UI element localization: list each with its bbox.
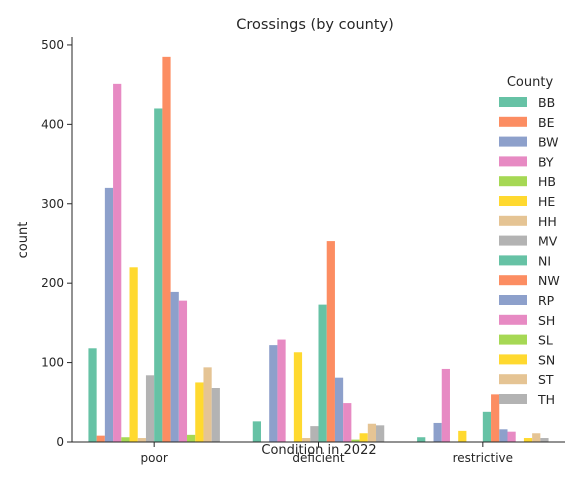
legend-swatch-NI bbox=[499, 255, 527, 266]
legend-label-SL: SL bbox=[538, 333, 553, 348]
bar-BY-poor bbox=[113, 83, 122, 442]
bar-ST-restrictive bbox=[532, 433, 541, 442]
legend-swatch-RP bbox=[499, 295, 527, 305]
y-tick-label: 100 bbox=[41, 356, 64, 370]
legend-label-HE: HE bbox=[538, 194, 555, 209]
y-tick-label: 300 bbox=[41, 197, 64, 211]
legend-swatch-BE bbox=[499, 116, 527, 127]
legend-label-ST: ST bbox=[538, 372, 554, 387]
bar-ST-deficient bbox=[367, 423, 377, 442]
y-tick-label: 0 bbox=[56, 435, 64, 449]
bar-HE-deficient bbox=[293, 352, 303, 442]
legend-swatch-BY bbox=[499, 156, 527, 167]
legend-swatch-BW bbox=[499, 136, 527, 147]
legend-swatch-HH bbox=[499, 215, 527, 226]
legend-label-SN: SN bbox=[538, 352, 555, 367]
bar-NW-deficient bbox=[326, 241, 335, 442]
bar-SN-deficient bbox=[359, 433, 368, 442]
legend-label-BY: BY bbox=[538, 154, 554, 169]
bar-RP-poor bbox=[170, 291, 179, 442]
bar-TH-poor bbox=[211, 388, 220, 442]
bar-NW-restrictive bbox=[491, 394, 500, 442]
legend-swatch-NW bbox=[499, 275, 527, 286]
bars bbox=[88, 56, 549, 442]
bar-TH-restrictive bbox=[540, 438, 549, 442]
legend-swatch-HE bbox=[499, 196, 527, 206]
bar-ST-poor bbox=[203, 367, 212, 442]
bar-TH-deficient bbox=[376, 425, 385, 442]
legend-swatch-TH bbox=[499, 394, 527, 404]
bar-HE-restrictive bbox=[458, 430, 467, 442]
y-axis-label: count bbox=[16, 222, 31, 259]
x-axis-ticks: poor deficient restrictive bbox=[141, 442, 513, 465]
chart-title: Crossings (by county) bbox=[236, 17, 394, 33]
legend-label-BB: BB bbox=[538, 95, 555, 110]
bar-BB-deficient bbox=[252, 421, 261, 442]
bar-BB-restrictive bbox=[417, 437, 426, 442]
bar-RP-deficient bbox=[334, 377, 344, 442]
legend-label-NW: NW bbox=[538, 273, 560, 288]
bar-BB-poor bbox=[88, 348, 97, 442]
legend-swatch-SH bbox=[499, 314, 527, 325]
bar-SN-restrictive bbox=[523, 438, 533, 442]
legend: County BB BE BW BY HB HE HH MV NI NW RP SH SL SN ST TH bbox=[499, 75, 560, 407]
legend-swatch-SN bbox=[499, 354, 527, 365]
bar-MV-deficient bbox=[310, 426, 319, 442]
bar-HB-poor bbox=[121, 437, 130, 442]
bar-SH-restrictive bbox=[507, 431, 516, 442]
legend-label-BW: BW bbox=[538, 135, 559, 150]
legend-label-SH: SH bbox=[538, 313, 555, 328]
bar-HE-poor bbox=[129, 267, 138, 442]
bar-SL-deficient bbox=[351, 439, 360, 442]
y-axis-ticks: 0 100 200 300 400 500 bbox=[41, 38, 72, 449]
bar-NI-poor bbox=[154, 108, 163, 442]
x-tick-label-poor: poor bbox=[141, 451, 168, 465]
legend-label-HB: HB bbox=[538, 174, 556, 189]
y-tick-label: 200 bbox=[41, 276, 64, 290]
legend-swatch-ST bbox=[499, 374, 527, 385]
legend-swatch-BB bbox=[499, 97, 527, 107]
bar-NI-restrictive bbox=[482, 411, 492, 442]
bar-BW-restrictive bbox=[433, 422, 442, 442]
x-tick-label-restrictive: restrictive bbox=[453, 451, 513, 465]
y-tick-label: 400 bbox=[41, 117, 64, 131]
x-tick-label-deficient: deficient bbox=[292, 451, 344, 465]
y-tick-label: 500 bbox=[41, 38, 64, 52]
bar-SN-poor bbox=[195, 382, 204, 442]
bar-HH-deficient bbox=[302, 438, 311, 442]
legend-label-BE: BE bbox=[538, 115, 555, 130]
bar-BY-restrictive bbox=[441, 368, 450, 442]
bar-BE-poor bbox=[96, 435, 105, 442]
legend-swatch-SL bbox=[499, 334, 527, 345]
bar-BW-deficient bbox=[269, 345, 278, 442]
legend-swatch-MV bbox=[499, 235, 527, 246]
bar-NI-deficient bbox=[318, 304, 327, 442]
bar-HH-poor bbox=[137, 438, 146, 442]
legend-label-RP: RP bbox=[538, 293, 555, 308]
legend-label-HH: HH bbox=[538, 214, 557, 229]
legend-label-MV: MV bbox=[538, 234, 558, 249]
bar-MV-poor bbox=[145, 375, 155, 442]
legend-swatch-HB bbox=[499, 176, 527, 187]
bar-BW-poor bbox=[104, 187, 114, 442]
bar-SL-poor bbox=[187, 434, 196, 442]
bar-RP-restrictive bbox=[499, 429, 508, 442]
legend-label-TH: TH bbox=[537, 392, 555, 407]
legend-label-NI: NI bbox=[538, 253, 551, 268]
bar-SH-deficient bbox=[343, 403, 352, 442]
bar-BY-deficient bbox=[277, 339, 286, 442]
x-axis-label: Condition in 2022 bbox=[261, 443, 376, 458]
bar-SH-poor bbox=[178, 300, 188, 442]
bar-NW-poor bbox=[162, 56, 171, 442]
legend-title: County bbox=[507, 75, 554, 90]
